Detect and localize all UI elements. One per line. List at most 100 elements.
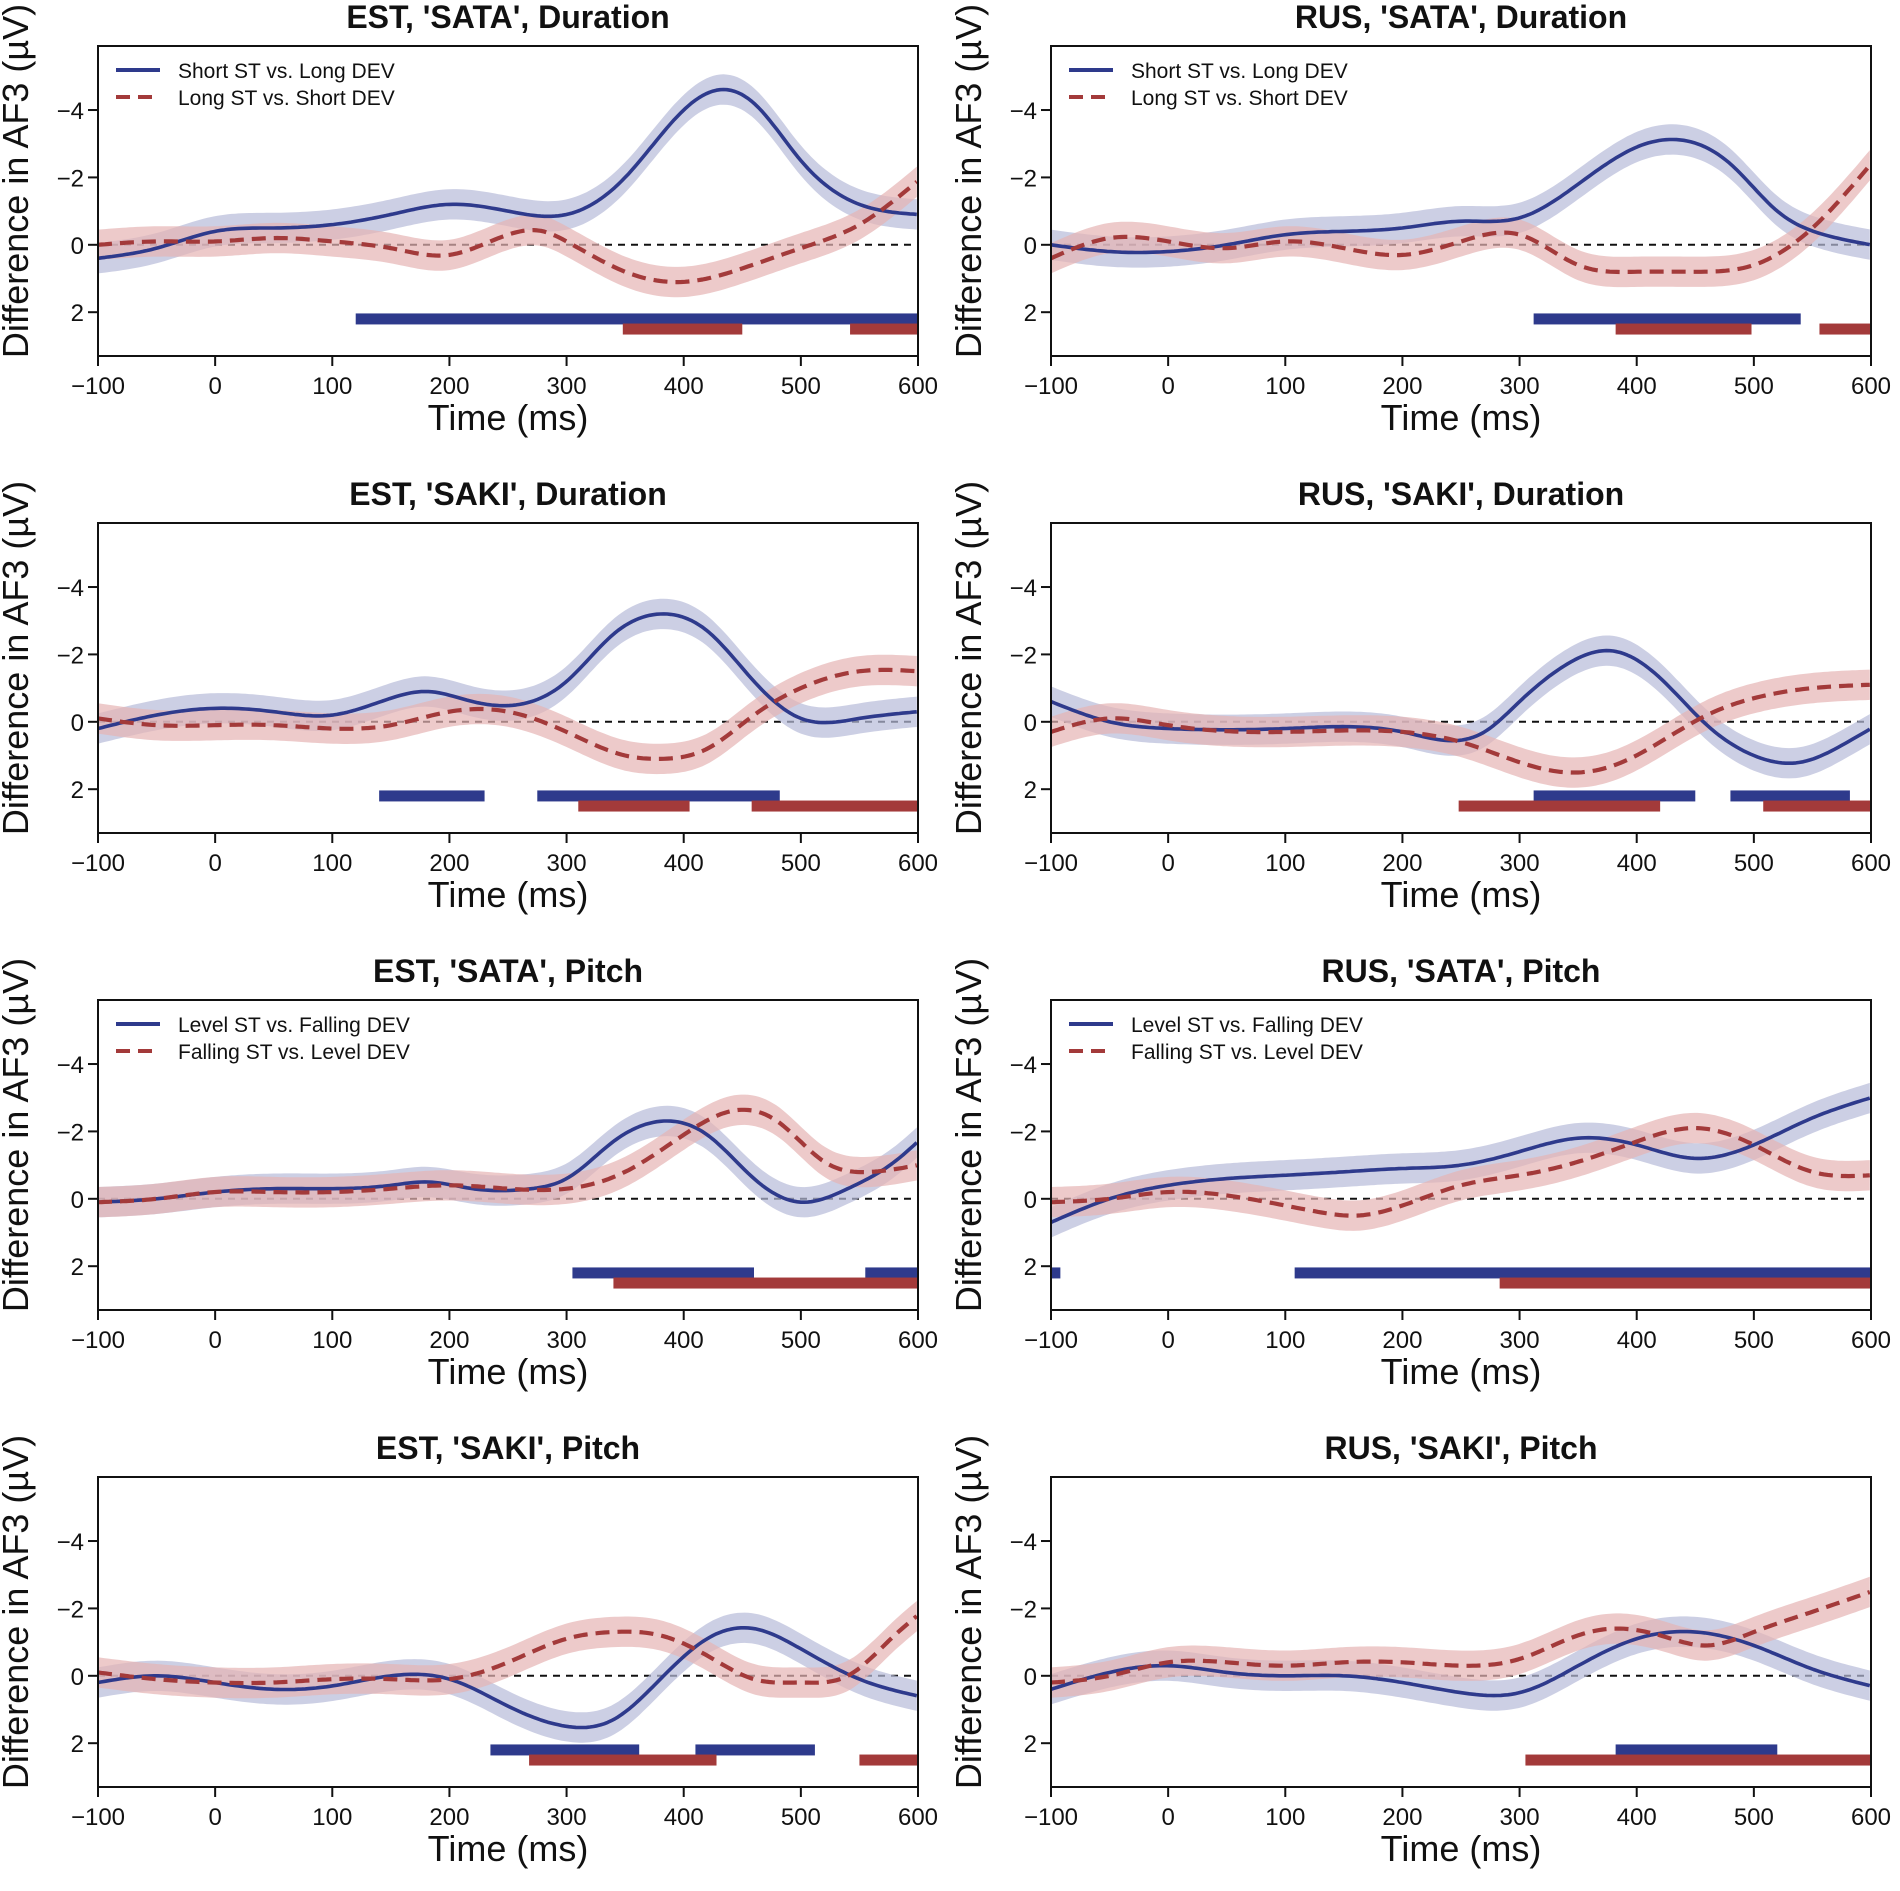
- x-tick-label: 400: [1617, 1804, 1657, 1831]
- y-axis-label: Difference in AF3 (µV): [0, 481, 36, 835]
- ci-band-red: [1051, 669, 1870, 788]
- y-tick-label: −2: [57, 1119, 84, 1146]
- x-tick-label: 200: [429, 1327, 469, 1354]
- x-tick-label: 600: [898, 1327, 938, 1354]
- x-tick-label: −100: [71, 1804, 125, 1831]
- x-tick-label: 300: [1500, 373, 1540, 400]
- legend: Short ST vs. Long DEV Long ST vs. Short D…: [116, 60, 395, 110]
- plot-area: [98, 1601, 918, 1766]
- y-tick-label: −4: [57, 575, 84, 602]
- plot-frame: [1050, 999, 1872, 1311]
- x-tick-label: 0: [1161, 850, 1174, 877]
- series-line-blue: [98, 612, 917, 731]
- x-tick-label: 100: [312, 1804, 352, 1831]
- y-tick-label: −2: [1010, 642, 1037, 669]
- x-axis-label: Time (ms): [428, 397, 589, 438]
- y-tick-label: −2: [57, 165, 84, 192]
- y-axis-label: Difference in AF3 (µV): [0, 1435, 36, 1789]
- x-tick-label: −100: [1024, 850, 1078, 877]
- x-tick-label: 600: [898, 1804, 938, 1831]
- significance-bar-red: [850, 323, 918, 335]
- y-axis-label: Difference in AF3 (µV): [0, 958, 36, 1312]
- x-tick-label: 500: [1734, 1327, 1774, 1354]
- legend: Level ST vs. Falling DEV Falling ST vs. L…: [116, 1014, 410, 1064]
- significance-bar-blue: [1730, 790, 1850, 802]
- y-axis-label: Difference in AF3 (µV): [948, 1435, 989, 1789]
- y-tick-label: −2: [57, 1596, 84, 1623]
- x-tick-label: 500: [781, 1804, 821, 1831]
- x-tick-label: 600: [1851, 850, 1891, 877]
- x-tick-label: −100: [71, 850, 125, 877]
- x-tick-label: 600: [1851, 1804, 1891, 1831]
- x-tick-label: 0: [1161, 1327, 1174, 1354]
- x-tick-label: 600: [1851, 373, 1891, 400]
- y-tick-label: −4: [1010, 98, 1037, 125]
- significance-bar-blue: [1051, 1267, 1061, 1279]
- x-tick-label: 100: [1265, 1804, 1305, 1831]
- panel-title: EST, 'SAKI', Pitch: [376, 1430, 640, 1466]
- x-axis-label: Time (ms): [1381, 1351, 1542, 1392]
- significance-bar-red: [578, 800, 690, 812]
- x-axis-label: Time (ms): [428, 874, 589, 915]
- x-tick-label: 400: [664, 1804, 704, 1831]
- x-tick-label: 200: [429, 1804, 469, 1831]
- ci-band-red: [98, 166, 917, 298]
- y-tick-label: 0: [71, 233, 84, 260]
- panel-title: RUS, 'SATA', Pitch: [1322, 953, 1601, 989]
- legend-label: Short ST vs. Long DEV: [178, 60, 395, 83]
- significance-bar-blue: [537, 790, 780, 802]
- series-line-red: [98, 180, 918, 285]
- panel-title: RUS, 'SATA', Duration: [1295, 0, 1627, 35]
- plot-frame: [1050, 1476, 1872, 1788]
- ci-band-red: [98, 1601, 917, 1699]
- x-tick-label: 0: [208, 373, 221, 400]
- plot-area: [1051, 635, 1871, 812]
- plot-frame: [97, 522, 919, 834]
- y-tick-label: −2: [1010, 1596, 1037, 1623]
- x-tick-label: −100: [1024, 1804, 1078, 1831]
- legend-label: Long ST vs. Short DEV: [178, 87, 395, 110]
- significance-bar-blue: [1615, 1744, 1778, 1756]
- significance-bar-red: [859, 1754, 918, 1766]
- x-tick-label: 100: [1265, 850, 1305, 877]
- x-tick-label: 600: [1851, 1327, 1891, 1354]
- x-tick-label: 0: [208, 850, 221, 877]
- x-tick-label: 100: [312, 373, 352, 400]
- x-tick-label: 200: [1382, 1327, 1422, 1354]
- significance-bar-red: [622, 323, 743, 335]
- chart-panel-3: EST, 'SAKI', Duration −100 0 100 200 300 400 50…: [0, 476, 938, 915]
- significance-bar-red: [1615, 323, 1752, 335]
- x-tick-label: 100: [312, 850, 352, 877]
- plot-frame: [97, 999, 919, 1311]
- significance-bar-blue: [572, 1267, 754, 1279]
- x-tick-label: 300: [547, 373, 587, 400]
- plot-frame: [97, 1476, 919, 1788]
- x-tick-label: 200: [1382, 373, 1422, 400]
- y-tick-label: 2: [1024, 1731, 1037, 1758]
- y-tick-label: −4: [1010, 1052, 1037, 1079]
- x-tick-label: 400: [664, 1327, 704, 1354]
- x-tick-label: 300: [547, 850, 587, 877]
- legend-label: Level ST vs. Falling DEV: [1131, 1014, 1363, 1037]
- chart-panel-4: RUS, 'SAKI', Duration −100 0 100 200 300 400 50…: [948, 476, 1891, 915]
- x-tick-label: 200: [429, 850, 469, 877]
- x-tick-label: 100: [1265, 1327, 1305, 1354]
- y-tick-label: 2: [1024, 1254, 1037, 1281]
- y-tick-label: 2: [1024, 777, 1037, 804]
- y-tick-label: −4: [57, 1529, 84, 1556]
- significance-bar-red: [613, 1277, 918, 1289]
- significance-bar-red: [529, 1754, 717, 1766]
- panel-title: EST, 'SAKI', Duration: [349, 476, 666, 512]
- y-tick-label: −4: [57, 1052, 84, 1079]
- x-tick-label: 100: [312, 1327, 352, 1354]
- x-tick-label: 500: [781, 1327, 821, 1354]
- legend-label: Short ST vs. Long DEV: [1131, 60, 1348, 83]
- x-tick-label: 600: [898, 373, 938, 400]
- y-tick-label: −2: [57, 642, 84, 669]
- x-tick-label: 600: [898, 850, 938, 877]
- x-tick-label: −100: [71, 373, 125, 400]
- series-line-blue: [98, 1626, 918, 1730]
- significance-bar-red: [1525, 1754, 1871, 1766]
- significance-bar-blue: [1294, 1267, 1871, 1279]
